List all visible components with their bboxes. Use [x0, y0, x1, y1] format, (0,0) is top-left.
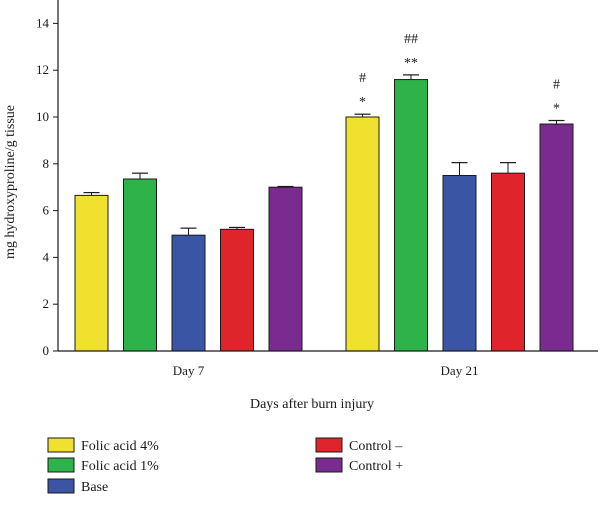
bar-day-7-0	[74, 194, 109, 352]
y-tick-label: 8	[43, 156, 50, 171]
x-category-label: Day 21	[441, 363, 479, 378]
significance-marker: #	[359, 71, 366, 86]
legend: Folic acid 4% Folic acid 1% Base Control – C…	[47, 437, 403, 495]
bars-group	[74, 74, 574, 352]
significance-marker: *	[359, 95, 366, 110]
significance-marker: *	[553, 102, 560, 117]
significance-marker: ##	[404, 32, 418, 47]
x-axis-category-labels: Day 7 Day 21	[173, 363, 479, 378]
bar-day-21-0	[345, 116, 380, 352]
x-category-label: Day 7	[173, 363, 205, 378]
y-axis-title: mg hydroxyproline/g tissue	[3, 105, 18, 259]
legend-label: Control –	[349, 439, 403, 454]
bar-day-21-3	[491, 172, 525, 352]
y-tick-label: 10	[36, 109, 49, 124]
legend-label: Base	[81, 480, 108, 495]
legend-label: Control +	[349, 459, 403, 474]
bar-day-21-4	[539, 123, 574, 352]
bar-day-7-2	[171, 234, 206, 352]
axes-group	[57, 0, 598, 352]
bar-day-7-4	[268, 186, 303, 352]
annotations-group: # * ## ** # *	[359, 32, 560, 117]
y-tick-label: 14	[36, 15, 50, 30]
significance-marker: **	[404, 56, 418, 71]
legend-swatch	[315, 457, 343, 473]
bar-day-21-2	[442, 175, 477, 352]
legend-swatch	[47, 437, 75, 453]
legend-label: Folic acid 4%	[81, 439, 159, 454]
y-tick-label: 6	[43, 203, 50, 218]
legend-swatch	[47, 457, 75, 473]
legend-swatch	[47, 478, 75, 494]
y-tick-label: 12	[36, 62, 49, 77]
legend-label: Folic acid 1%	[81, 459, 159, 474]
bar-day-7-1	[123, 178, 157, 352]
bar-day-7-3	[220, 228, 254, 352]
bar-day-21-1	[394, 79, 428, 352]
legend-swatch	[315, 437, 343, 453]
y-tick-label: 2	[43, 296, 50, 311]
y-tick-label: 4	[43, 249, 50, 264]
significance-marker: #	[553, 78, 560, 93]
x-axis-title: Days after burn injury	[250, 397, 374, 412]
y-tick-label: 0	[43, 343, 50, 358]
y-axis-ticks: 0 2 4 6 8 10 12 14	[36, 15, 58, 358]
